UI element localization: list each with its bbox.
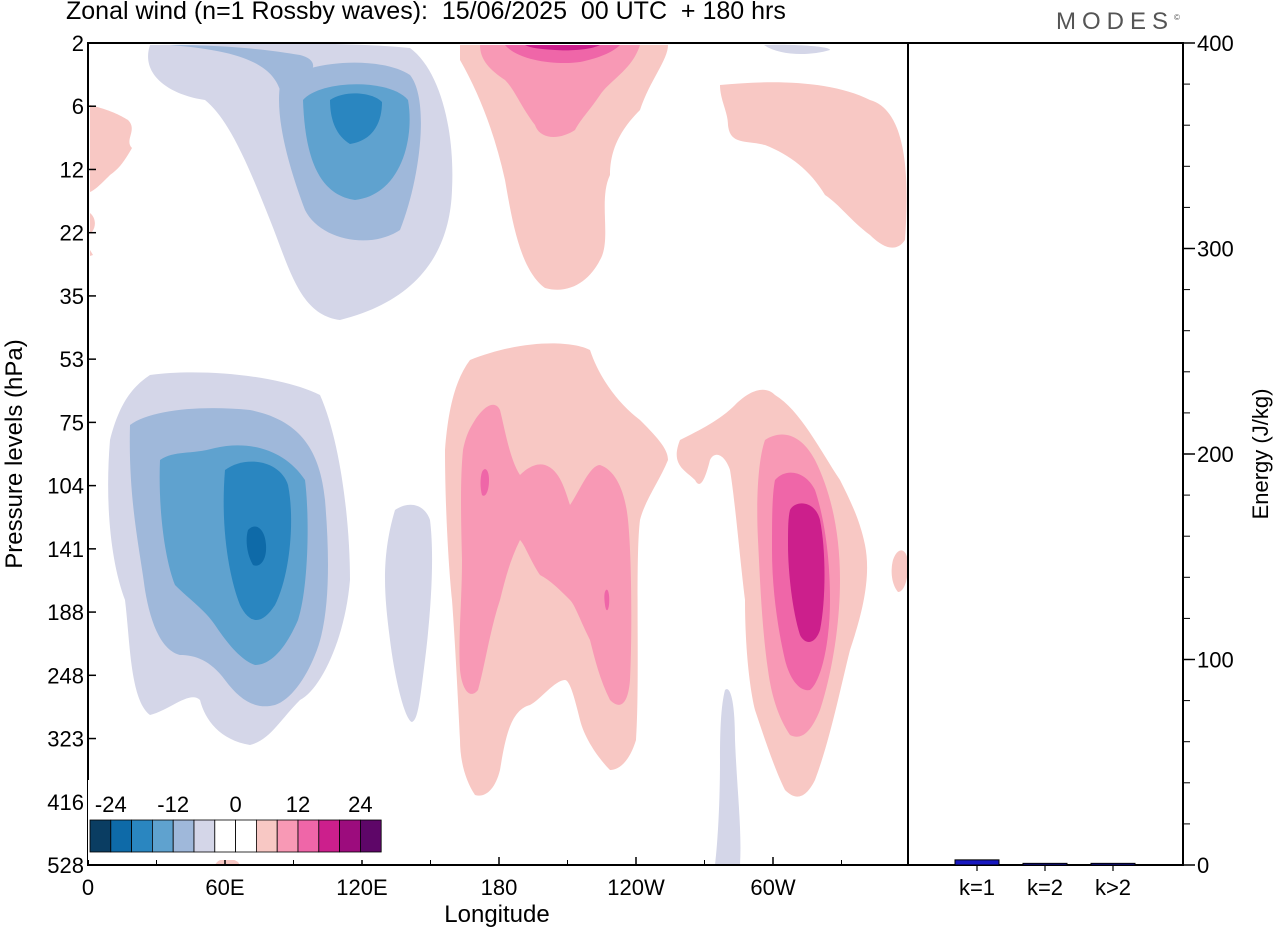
x-tick-label: 60W (750, 875, 795, 900)
pressure-axis: 2 6 12 22 35 53 75 104 141 188 248 323 416 528 (47, 31, 96, 878)
contour-region-26 (891, 550, 908, 592)
y-tick-label: 53 (60, 347, 84, 372)
contour-region-20 (480, 469, 489, 496)
colorbar-swatch (339, 819, 361, 853)
colorbar-label: 12 (286, 792, 310, 817)
contour-region-3 (330, 93, 382, 144)
contour-region-16 (246, 526, 267, 566)
y-tick-label: 323 (47, 727, 84, 752)
energy-bar (954, 859, 1000, 866)
energy-frame (907, 42, 1184, 866)
energy-axis: 0 100 200 300 400 (1183, 31, 1234, 878)
energy-category-label: k=1 (959, 875, 995, 900)
contour-region-19 (459, 404, 632, 705)
x-tick-label: 180 (481, 875, 518, 900)
energy-tick-label: 0 (1197, 853, 1209, 878)
colorbar-swatch (110, 819, 133, 853)
y-tick-label: 104 (47, 474, 84, 499)
colorbar-swatch (214, 819, 237, 853)
y-tick-label: 188 (47, 600, 84, 625)
x-axis-label: Longitude (444, 901, 549, 928)
contour-region-11 (720, 82, 907, 248)
colorbar-swatch (89, 819, 112, 853)
contour-fields (90, 43, 908, 865)
colorbar-label: -12 (157, 792, 189, 817)
colorbar-swatch (359, 819, 382, 853)
logo-text: MODES (1056, 8, 1175, 35)
colorbar-label: 24 (348, 792, 372, 817)
energy-tick-label: 100 (1197, 648, 1234, 673)
y-tick-label: 248 (47, 663, 84, 688)
colorbar-label: -24 (95, 792, 127, 817)
energy-category-label: k=2 (1027, 875, 1063, 900)
y-tick-label: 416 (47, 790, 84, 815)
colorbar-swatch (255, 819, 278, 853)
x-tick-label: 0 (82, 875, 94, 900)
colorbar-swatch (297, 819, 320, 853)
energy-axis-label: Energy (J/kg) (1248, 389, 1273, 520)
registered-mark-icon: © (1174, 13, 1180, 22)
colorbar-legend: -24 -12 0 12 24 (88, 780, 384, 860)
y-tick-label: 12 (60, 157, 84, 182)
contour-region-9 (505, 45, 620, 64)
contour-region-10 (525, 45, 600, 51)
colorbar-label: 0 (229, 792, 241, 817)
y-tick-label: 528 (47, 853, 84, 878)
y-tick-label: 22 (60, 221, 84, 246)
contour-region-7 (460, 45, 668, 290)
colorbar-swatch (318, 819, 340, 853)
colorbar-swatch (235, 819, 257, 853)
colorbar-swatch (172, 819, 195, 853)
x-tick-label: 60E (205, 875, 244, 900)
x-tick-label: 120E (336, 875, 387, 900)
contour-region-6 (90, 213, 95, 256)
contour-region-8 (480, 45, 640, 137)
contour-region-21 (604, 589, 610, 611)
colorbar-swatch (151, 819, 174, 853)
y-tick-label: 6 (72, 94, 84, 119)
y-tick-label: 2 (72, 31, 84, 56)
energy-bar (1022, 862, 1068, 866)
colorbar-swatch (193, 819, 216, 853)
y-axis-label: Pressure levels (hPa) (1, 339, 28, 568)
y-tick-label: 75 (60, 410, 84, 435)
longitude-axis: 0 60E 120E 180 120W 60W (82, 857, 842, 900)
colorbar-swatch (131, 819, 153, 853)
y-tick-label: 35 (60, 284, 84, 309)
energy-tick-label: 300 (1197, 237, 1234, 262)
x-tick-label: 120W (607, 875, 665, 900)
colorbar-swatch (276, 819, 299, 853)
energy-tick-label: 200 (1197, 442, 1234, 467)
energy-tick-label: 400 (1197, 31, 1234, 56)
contour-region-25 (788, 503, 825, 642)
contour-region-17 (385, 504, 433, 722)
brand-logo: MODES© (1056, 8, 1180, 36)
energy-bars: k=1 k=2 k>2 (954, 859, 1136, 900)
contour-region-5 (90, 105, 132, 192)
contour-region-4 (764, 44, 830, 55)
contour-region-28 (215, 858, 240, 865)
y-tick-label: 141 (47, 537, 84, 562)
contour-region-27 (715, 689, 741, 865)
energy-category-label: k>2 (1095, 875, 1131, 900)
energy-bar (1090, 862, 1136, 866)
chart-title: Zonal wind (n=1 Rossby waves): 15/06/202… (66, 0, 786, 25)
